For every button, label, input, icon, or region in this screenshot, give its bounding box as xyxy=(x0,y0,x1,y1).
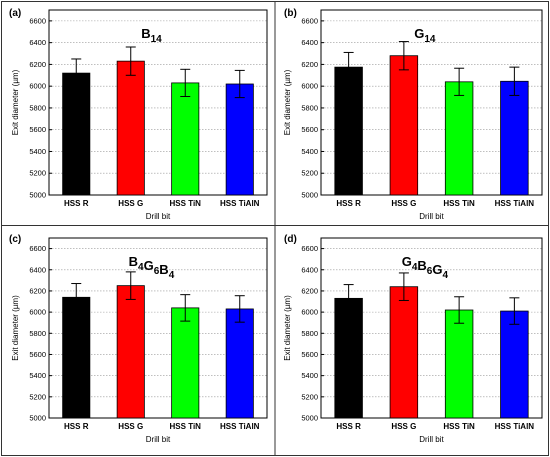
y-tick-label: 5400 xyxy=(301,147,318,156)
y-tick-label: 5000 xyxy=(301,414,318,423)
x-axis-label: Drill bit xyxy=(419,435,444,444)
bar-hss-r xyxy=(62,296,91,419)
x-tick-label: HSS R xyxy=(64,422,89,431)
x-tick-label: HSS G xyxy=(391,422,416,431)
bar-hss-tialn xyxy=(225,83,254,196)
y-tick-label: 5000 xyxy=(29,414,46,423)
y-tick-label: 5000 xyxy=(29,191,46,200)
y-tick-label: 5600 xyxy=(301,125,318,134)
x-tick-label: HSS TiAlN xyxy=(495,422,535,431)
x-axis-label: Drill bit xyxy=(419,212,444,221)
y-tick-label: 5400 xyxy=(301,371,318,380)
x-tick-label: HSS TiN xyxy=(170,199,202,208)
x-tick-label: HSS TiAlN xyxy=(220,422,260,431)
chart-title: G14 xyxy=(414,26,436,45)
chart-panel-a: 5000 5200 5400 5600 5800 6000 6200 6400 6600 HSS … xyxy=(9,8,268,221)
x-tick-label: HSS R xyxy=(336,199,361,208)
chart-panel-b: 5000 5200 5400 5600 5800 6000 6200 6400 6600 HSS … xyxy=(283,8,543,221)
y-tick-label: 6200 xyxy=(29,286,46,295)
bar-hss-r xyxy=(334,297,363,419)
y-axis-label: Exit diameter (µm) xyxy=(283,295,292,361)
y-tick-label: 5800 xyxy=(301,103,318,112)
y-axis-label: Exit diameter (µm) xyxy=(11,69,20,135)
y-tick-label: 5200 xyxy=(301,169,318,178)
bar-hss-tin xyxy=(171,307,200,419)
y-axis-label: Exit diameter (µm) xyxy=(11,295,20,361)
bar-hss-tialn xyxy=(500,80,529,196)
chart-panel-d: 5000 5200 5400 5600 5800 6000 6200 6400 6600 HSS … xyxy=(283,234,543,444)
y-tick-label: 6200 xyxy=(301,60,318,69)
x-tick-label: HSS G xyxy=(118,422,143,431)
x-axis-label: Drill bit xyxy=(146,435,171,444)
y-tick-label: 5400 xyxy=(29,147,46,156)
y-tick-label: 5200 xyxy=(29,169,46,178)
bar-hss-g xyxy=(389,286,419,419)
panel-label: (b) xyxy=(284,8,297,19)
y-tick-label: 6400 xyxy=(301,38,318,47)
bar-hss-g xyxy=(116,60,145,196)
chart-title: B4G6B4 xyxy=(129,254,175,281)
x-tick-label: HSS TiN xyxy=(443,422,475,431)
x-tick-label: HSS G xyxy=(391,199,416,208)
y-tick-label: 6000 xyxy=(301,308,318,317)
y-tick-label: 6400 xyxy=(29,265,46,274)
bar-hss-tialn xyxy=(500,310,529,419)
panel-label: (d) xyxy=(284,234,297,245)
y-tick-label: 5600 xyxy=(29,350,46,359)
y-tick-label: 5600 xyxy=(29,125,46,134)
x-tick-label: HSS G xyxy=(118,199,143,208)
y-tick-label: 6600 xyxy=(29,244,46,253)
bar-hss-r xyxy=(334,66,363,196)
y-tick-label: 5800 xyxy=(301,329,318,338)
chart-panel-c: 5000 5200 5400 5600 5800 6000 6200 6400 6600 HSS … xyxy=(9,234,268,444)
y-tick-label: 6000 xyxy=(29,82,46,91)
y-tick-label: 6600 xyxy=(301,244,318,253)
bar-hss-g xyxy=(116,285,145,419)
bar-hss-g xyxy=(389,55,419,196)
y-tick-label: 6000 xyxy=(301,82,318,91)
y-tick-label: 5800 xyxy=(29,329,46,338)
y-tick-label: 6200 xyxy=(29,60,46,69)
y-tick-label: 5600 xyxy=(301,350,318,359)
y-tick-label: 5200 xyxy=(29,392,46,401)
y-axis-label: Exit diameter (µm) xyxy=(283,69,292,135)
y-tick-label: 5400 xyxy=(29,371,46,380)
x-tick-label: HSS TiN xyxy=(170,422,202,431)
x-tick-label: HSS TiAlN xyxy=(220,199,260,208)
x-tick-label: HSS R xyxy=(64,199,89,208)
x-tick-label: HSS TiAlN xyxy=(495,199,535,208)
panel-label: (c) xyxy=(9,234,21,245)
x-tick-label: HSS R xyxy=(336,422,361,431)
bar-hss-tialn xyxy=(225,308,254,419)
y-tick-label: 5200 xyxy=(301,392,318,401)
bar-hss-tin xyxy=(444,309,474,419)
y-tick-label: 6600 xyxy=(301,16,318,25)
y-tick-label: 5000 xyxy=(301,191,318,200)
bar-hss-r xyxy=(62,72,91,196)
y-tick-label: 6400 xyxy=(301,265,318,274)
panel-label: (a) xyxy=(9,8,21,19)
chart-title: B14 xyxy=(141,26,162,45)
chart-title: G4B6G4 xyxy=(402,254,449,281)
y-tick-label: 6600 xyxy=(29,16,46,25)
bar-hss-tin xyxy=(171,82,200,196)
y-tick-label: 5800 xyxy=(29,103,46,112)
bar-hss-tin xyxy=(444,81,474,196)
x-axis-label: Drill bit xyxy=(146,212,171,221)
y-tick-label: 6400 xyxy=(29,38,46,47)
y-tick-label: 6200 xyxy=(301,286,318,295)
x-tick-label: HSS TiN xyxy=(443,199,475,208)
y-tick-label: 6000 xyxy=(29,308,46,317)
